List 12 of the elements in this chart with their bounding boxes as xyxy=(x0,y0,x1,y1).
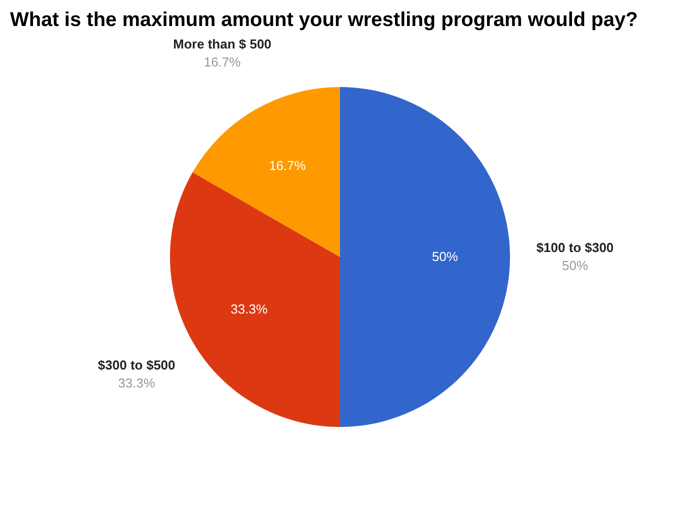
data-label: 50% xyxy=(432,249,458,264)
data-label: 33.3% xyxy=(230,302,268,317)
text: 16.7% xyxy=(204,54,241,70)
slice-label: $100 to $300 xyxy=(536,240,614,255)
data-label: 16.7% xyxy=(268,158,306,174)
slice-label: $300 to $500 xyxy=(98,358,176,373)
text: 50% xyxy=(562,258,588,273)
slice-label: More than $ 500 xyxy=(173,36,272,52)
pie-slice xyxy=(340,87,510,427)
chart-title: What is the maximum amount your wrestling program would pay? xyxy=(10,9,638,31)
pie-slice xyxy=(192,87,340,257)
text: 33.3% xyxy=(118,376,156,391)
